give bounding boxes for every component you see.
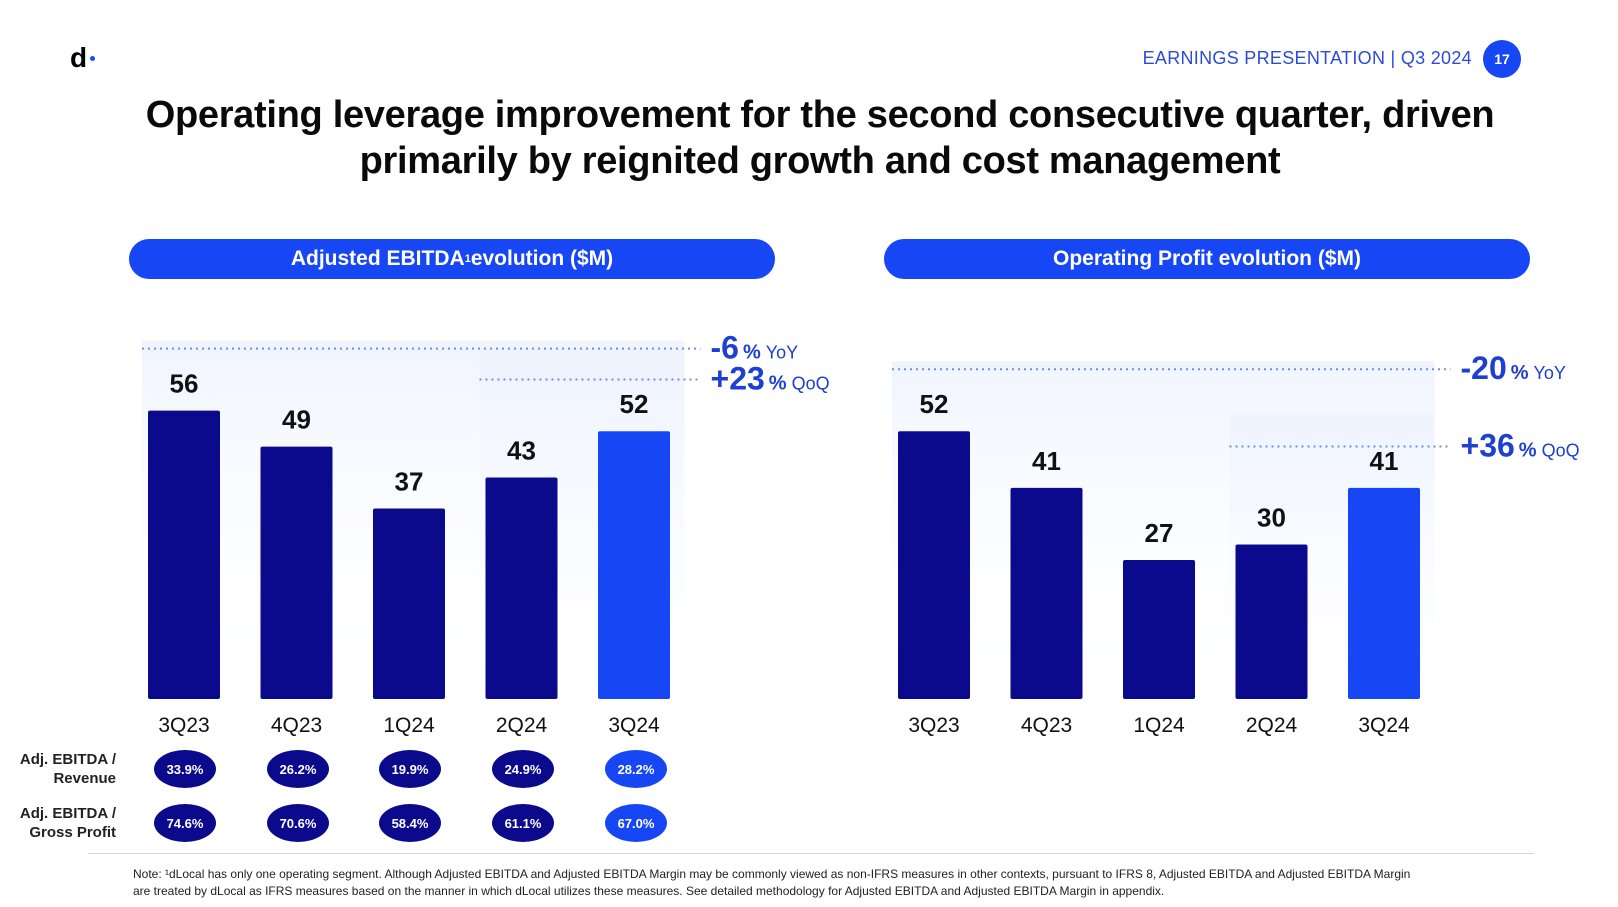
revenue-margin-badge: 33.9%: [154, 750, 216, 788]
gp-margin-label-line1: Adj. EBITDA /: [19, 805, 116, 822]
op-profit-bar: [1123, 559, 1195, 699]
op-profit-bar: [1348, 487, 1420, 699]
ebitda-category-label: 3Q24: [608, 714, 660, 737]
ebitda-value-label: 43: [507, 436, 536, 466]
revenue-margin-label-line2: Revenue: [53, 770, 116, 787]
charts-canvas: 56 3Q23 49 4Q23 37 1Q24 43 2Q24 52 3Q24 +23% QoQ-6%…: [142, 330, 1580, 737]
op-profit-bar: [898, 431, 970, 699]
ebitda-bar: [260, 446, 333, 699]
gp-margin-label-line2: Gross Profit: [29, 824, 116, 841]
op-profit-bar-chart: 52 3Q23 41 4Q23 27 1Q24 30 2Q24 41 3Q24 +36% QoQ -20…: [892, 350, 1580, 737]
op-profit-bar: [1010, 487, 1083, 699]
op-profit-yoy-annotation: -20% YoY: [1461, 350, 1566, 386]
op-profit-value-label: 41: [1032, 446, 1061, 476]
op-profit-value-label: 27: [1145, 518, 1174, 548]
op-profit-qoq-annotation: +36% QoQ: [1461, 428, 1580, 464]
gp-margin-badge: 74.6%: [154, 804, 216, 842]
title-line-1: Operating leverage improvement for the s…: [145, 94, 1495, 136]
ebitda-title-footnote: 1: [464, 253, 471, 265]
page-title: Operating leverage improvement for the s…: [60, 92, 1580, 184]
ebitda-category-label: 3Q23: [158, 714, 209, 737]
gp-margin-badge: 58.4%: [379, 804, 441, 842]
logo-letter: d: [70, 42, 88, 73]
op-profit-value-label: 41: [1370, 446, 1399, 476]
ebitda-title-suffix: evolution ($M): [470, 247, 614, 270]
ebitda-qoq-annotation: +23% QoQ: [711, 361, 830, 397]
ebitda-bar: [485, 477, 558, 699]
op-profit-bar: [1235, 544, 1308, 699]
footer-divider: [88, 853, 1534, 854]
op-profit-value-label: 52: [920, 389, 949, 419]
page-number-badge: 17: [1483, 40, 1521, 78]
title-line-2: primarily by reignited growth and cost m…: [359, 140, 1281, 182]
op-profit-value-label: 30: [1257, 503, 1286, 533]
ebitda-bar-chart: 56 3Q23 49 4Q23 37 1Q24 43 2Q24 52 3Q24 +23% QoQ-6%…: [142, 330, 830, 737]
op-profit-category-label: 2Q24: [1246, 714, 1298, 737]
footnote-line-1: Note: ¹dLocal has only one operating seg…: [133, 867, 1411, 881]
ebitda-bar: [148, 410, 220, 699]
revenue-margin-badge: 19.9%: [379, 750, 441, 788]
revenue-margin-label: Adj. EBITDA / Revenue: [6, 750, 116, 788]
footnote: Note: ¹dLocal has only one operating seg…: [133, 866, 1483, 900]
footnote-line-2: are treated by dLocal as IFRS measures b…: [133, 884, 1165, 898]
revenue-margin-badge: 24.9%: [492, 750, 554, 788]
ebitda-value-label: 56: [170, 369, 199, 399]
gp-margin-badge: 70.6%: [267, 804, 329, 842]
gp-margin-badge: 61.1%: [492, 804, 554, 842]
ebitda-bar: [598, 431, 670, 699]
op-profit-category-label: 1Q24: [1133, 714, 1185, 737]
op-profit-title-text: Operating Profit evolution ($M): [1053, 247, 1361, 270]
ebitda-yoy-annotation: -6% YoY: [711, 330, 799, 366]
op-profit-category-label: 3Q24: [1358, 714, 1410, 737]
ebitda-title-text: Adjusted EBITDA: [290, 247, 465, 270]
op-profit-category-label: 3Q23: [908, 714, 959, 737]
ebitda-category-label: 4Q23: [271, 714, 322, 737]
gp-margin-label: Adj. EBITDA / Gross Profit: [6, 804, 116, 842]
op-profit-category-label: 4Q23: [1021, 714, 1072, 737]
ebitda-category-label: 1Q24: [383, 714, 435, 737]
revenue-margin-label-line1: Adj. EBITDA /: [19, 751, 116, 768]
ebitda-value-label: 49: [282, 405, 311, 435]
company-logo: d: [70, 42, 96, 74]
ebitda-value-label: 37: [395, 466, 424, 496]
logo-dot-icon: [90, 56, 96, 61]
revenue-margin-badge: 26.2%: [267, 750, 329, 788]
op-profit-chart-title: Operating Profit evolution ($M): [884, 239, 1530, 279]
ebitda-bar: [373, 508, 445, 699]
ebitda-chart-title: Adjusted EBITDA 1 evolution ($M): [129, 239, 775, 279]
ebitda-category-label: 2Q24: [496, 714, 548, 737]
revenue-margin-badge: 28.2%: [605, 750, 667, 788]
gp-margin-badge: 67.0%: [605, 804, 667, 842]
presentation-label: EARNINGS PRESENTATION | Q3 2024: [1142, 48, 1472, 68]
ebitda-value-label: 52: [620, 389, 649, 419]
